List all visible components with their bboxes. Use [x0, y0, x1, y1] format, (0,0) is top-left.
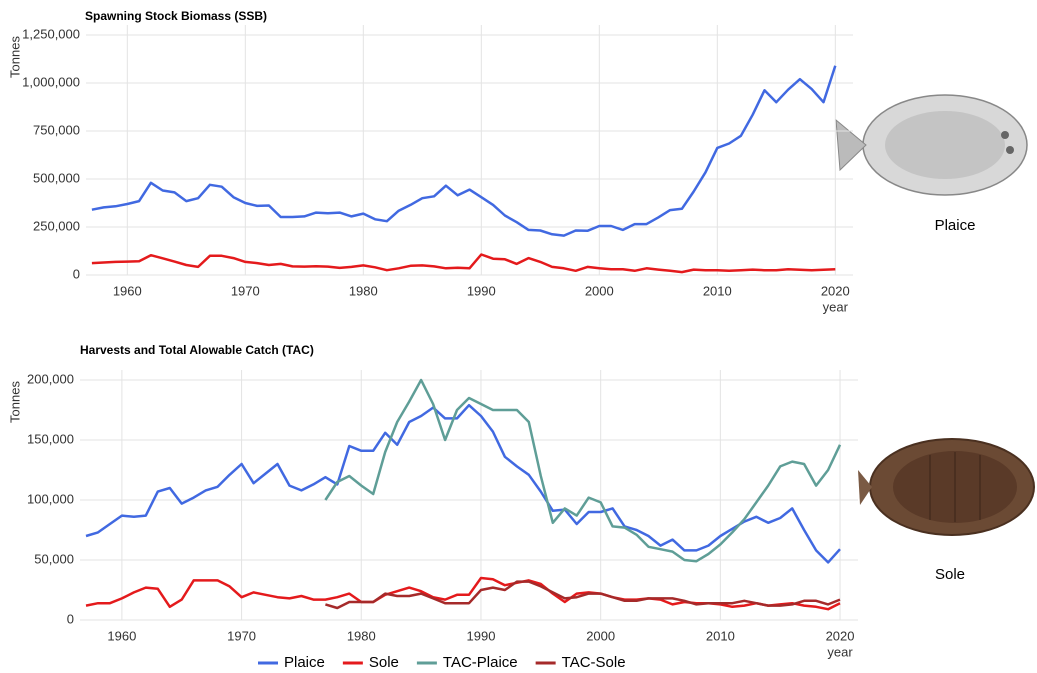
series-line: [91, 65, 837, 237]
chart-title: Harvests and Total Alowable Catch (TAC): [80, 343, 314, 357]
y-tick-label: 500,000: [33, 170, 80, 185]
x-tick-label: 1980: [347, 628, 376, 643]
y-tick-label: 50,000: [34, 551, 74, 566]
species-label: Plaice: [935, 217, 976, 234]
x-tick-label: 2020: [826, 628, 855, 643]
y-tick-label: 1,250,000: [22, 26, 80, 41]
x-tick-label: 1990: [467, 628, 496, 643]
x-tick-label: 2000: [586, 628, 615, 643]
y-tick-label: 750,000: [33, 122, 80, 137]
y-axis-label: Tonnes: [7, 36, 22, 78]
legend-label: Plaice: [284, 654, 325, 671]
x-tick-label: 2010: [703, 283, 732, 298]
x-tick-label: 1970: [231, 283, 260, 298]
legend-label: TAC-Sole: [562, 654, 626, 671]
x-tick-label: 2020: [821, 283, 850, 298]
legend: Plaice Sole TAC-Plaice TAC-Sole: [258, 654, 626, 671]
legend-label: TAC-Plaice: [443, 654, 518, 671]
x-tick-label: 1990: [467, 283, 496, 298]
y-tick-label: 0: [67, 611, 74, 626]
series-line: [85, 576, 841, 611]
y-tick-label: 250,000: [33, 218, 80, 233]
x-tick-label: 2010: [706, 628, 735, 643]
series-line: [324, 378, 842, 563]
x-tick-label: 2000: [585, 283, 614, 298]
y-tick-label: 0: [73, 266, 80, 281]
y-tick-label: 1,000,000: [22, 74, 80, 89]
legend-label: Sole: [369, 654, 399, 671]
sole-illustration: [858, 438, 1035, 536]
plaice-illustration: [835, 94, 1028, 196]
x-tick-label: 1970: [227, 628, 256, 643]
x-tick-label: 1960: [107, 628, 136, 643]
species-label: Sole: [935, 566, 965, 583]
x-axis-label: year: [823, 299, 849, 314]
chart-title: Spawning Stock Biomass (SSB): [85, 9, 267, 23]
series-line: [325, 580, 841, 610]
y-axis-label: Tonnes: [7, 381, 22, 423]
x-axis-label: year: [827, 644, 853, 659]
y-tick-label: 100,000: [27, 491, 74, 506]
series-line: [91, 253, 836, 274]
x-tick-label: 1980: [349, 283, 378, 298]
x-tick-label: 1960: [113, 283, 142, 298]
y-tick-label: 200,000: [27, 371, 74, 386]
y-tick-label: 150,000: [27, 431, 74, 446]
series-line: [85, 403, 841, 564]
